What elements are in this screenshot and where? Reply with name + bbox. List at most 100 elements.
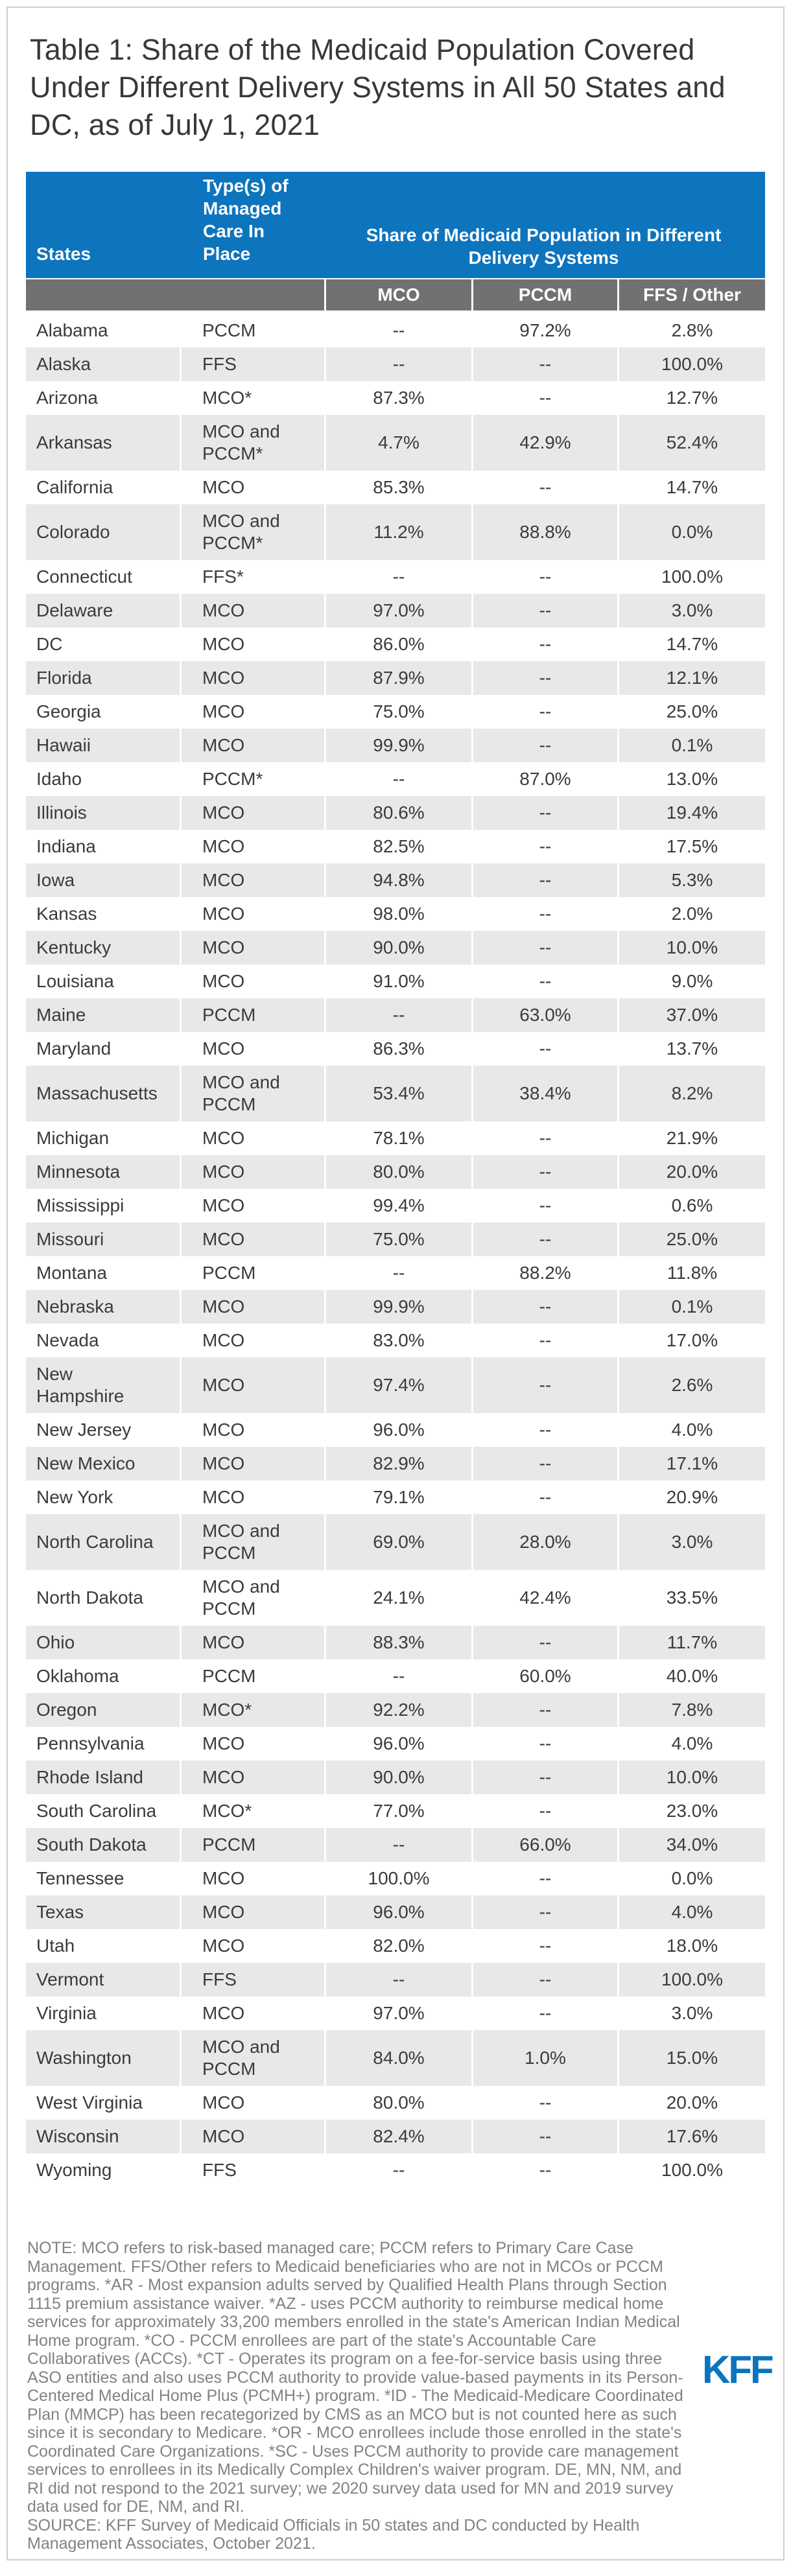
table-row: Mississippi MCO 99.4% -- 0.6% [26,1189,765,1223]
ffs-cell: 34.0% [619,1834,765,1856]
state-cell: Pennsylvania [36,1733,145,1753]
state-cell: Maine [26,1004,180,1026]
state-cell: Iowa [26,869,180,891]
table-row: Pennsylvania MCO 96.0% -- 4.0% [26,1727,765,1761]
state-cell: Ohio [26,1632,180,1654]
pccm-cell: -- [473,1161,617,1183]
mco-cell: 85.3% [373,477,425,497]
state-cell: Oregon [26,1699,180,1721]
table-body: Alabama PCCM -- 97.2% 2.8% Alaska FFS -- -- 100.0… [26,314,765,2187]
type-cell: MCO [182,1901,324,1923]
type-cell: MCO [202,1128,245,1148]
type-cell: MCO [202,1868,245,1888]
ffs-cell: 17.0% [666,1330,718,1350]
mco-cell: 98.0% [373,904,425,924]
pccm-cell: -- [539,477,552,497]
table-row: West Virginia MCO 80.0% -- 20.0% [26,2086,765,2120]
state-cell: California [36,477,113,497]
mco-cell: 94.8% [326,869,471,891]
mco-cell: 96.0% [373,1733,425,1753]
type-cell: FFS [182,1969,324,1991]
table-row: Louisiana MCO 91.0% -- 9.0% [26,965,765,998]
table-row: Oregon MCO* 92.2% -- 7.8% [26,1693,765,1727]
mco-cell: 97.0% [373,2003,425,2023]
table-row: Nevada MCO 83.0% -- 17.0% [26,1324,765,1357]
mco-cell: 99.4% [373,1195,425,1215]
table-row: Maryland MCO 86.3% -- 13.7% [26,1032,765,1066]
type-cell: MCO and PCCM [182,2036,324,2080]
ffs-cell: 20.9% [666,1487,718,1507]
mco-cell: 86.0% [373,634,425,654]
pccm-cell: 88.2% [519,1263,571,1283]
ffs-cell: 13.7% [666,1038,718,1059]
type-cell: MCO [182,1296,324,1318]
ffs-cell: 0.0% [671,1868,713,1888]
mco-cell: 24.1% [373,1587,425,1608]
table-row: Wisconsin MCO 82.4% -- 17.6% [26,2120,765,2153]
state-cell: Arizona [36,388,98,408]
ffs-cell: 4.0% [671,1733,713,1753]
state-cell: North Carolina [26,1520,180,1564]
table-row: Florida MCO 87.9% -- 12.1% [26,661,765,695]
ffs-cell: 4.0% [671,1420,713,1440]
mco-cell: -- [326,353,471,375]
table-row: Minnesota MCO 80.0% -- 20.0% [26,1155,765,1189]
type-cell: MCO [182,2125,324,2148]
pccm-cell: -- [539,971,552,991]
pccm-cell: -- [539,2092,552,2113]
table-row: New Hampshire MCO 97.4% -- 2.6% [26,1357,765,1413]
type-cell: MCO [182,1363,324,1407]
ffs-cell: 20.0% [619,1161,765,1183]
state-cell: New Mexico [26,1453,180,1475]
ffs-cell: 0.6% [671,1195,713,1215]
pccm-cell: -- [539,836,552,856]
pccm-cell: -- [539,1195,552,1215]
state-cell: Virginia [36,2003,97,2023]
kff-logo: KFF [702,2348,774,2391]
table-row: Washington MCO and PCCM 84.0% 1.0% 15.0% [26,2030,765,2086]
pccm-cell: -- [473,1969,617,1991]
type-cell: MCO* [202,1801,252,1821]
pccm-cell: 1.0% [473,2036,617,2080]
ffs-cell: 25.0% [619,1228,765,1250]
type-cell: MCO [182,1766,324,1788]
type-cell: PCCM* [202,769,263,789]
pccm-cell: -- [539,701,552,721]
pccm-cell: -- [473,1296,617,1318]
ffs-cell: 0.1% [619,1296,765,1318]
type-cell: MCO [182,1228,324,1250]
ffs-cell: 3.0% [619,1520,765,1564]
mco-cell: 87.9% [326,667,471,689]
type-cell: MCO [182,1453,324,1475]
ffs-cell: 15.0% [619,2036,765,2080]
pccm-cell: -- [539,904,552,924]
mco-cell: 69.0% [326,1520,471,1564]
pccm-cell: -- [473,667,617,689]
ffs-cell: 10.0% [619,937,765,959]
ffs-cell: 33.5% [666,1587,718,1608]
state-cell: Kansas [36,904,97,924]
ffs-cell: 18.0% [666,1936,718,1956]
mco-cell: 90.0% [326,1766,471,1788]
table-row: Utah MCO 82.0% -- 18.0% [26,1929,765,1963]
state-cell: Tennessee [36,1868,124,1888]
ffs-cell: 17.5% [666,836,718,856]
table-row: South Dakota PCCM -- 66.0% 34.0% [26,1828,765,1862]
table-row: Virginia MCO 97.0% -- 3.0% [26,1996,765,2030]
mco-cell: 79.1% [373,1487,425,1507]
ffs-cell: 7.8% [619,1699,765,1721]
ffs-cell: 14.7% [666,477,718,497]
pccm-cell: 38.4% [473,1071,617,1116]
table-header-row: States Type(s) of Managed Care In Place … [26,172,765,278]
mco-cell: -- [326,1004,471,1026]
header-type-of-managed-care: Type(s) of Managed Care In Place [180,174,322,278]
table-row: Tennessee MCO 100.0% -- 0.0% [26,1862,765,1895]
type-cell: FFS [182,353,324,375]
type-cell: MCO [182,937,324,959]
state-cell: Wisconsin [26,2125,180,2148]
table-row: Connecticut FFS* -- -- 100.0% [26,560,765,594]
ffs-cell: 100.0% [619,353,765,375]
type-cell: MCO [182,869,324,891]
mco-cell: 86.3% [373,1038,425,1059]
pccm-cell: -- [539,388,552,408]
